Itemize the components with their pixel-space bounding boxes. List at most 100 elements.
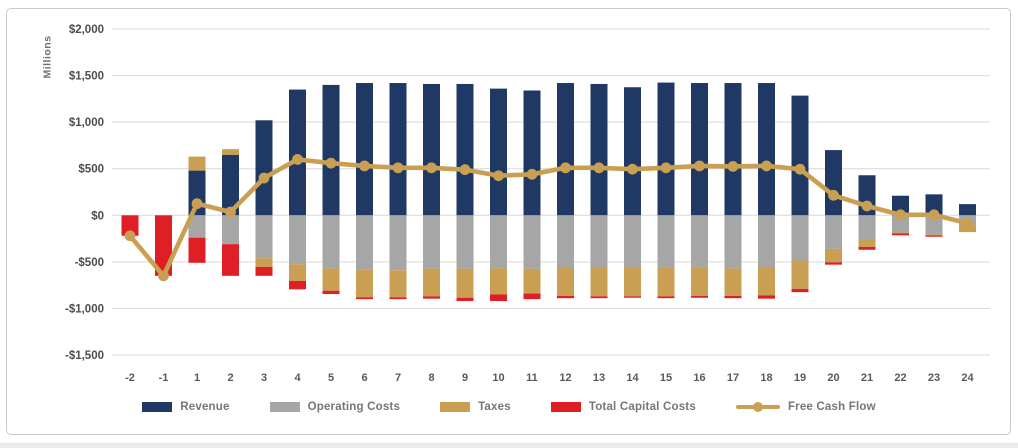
x-tick-label: 7: [395, 372, 401, 384]
bar-segment-revenue: [590, 83, 608, 216]
x-tick-label: 13: [593, 372, 605, 384]
bar-segment-operating-costs: [724, 215, 742, 269]
x-tick-label: 23: [928, 372, 940, 384]
bar-segment-operating-costs: [858, 215, 876, 240]
legend-line-dot: [752, 402, 763, 412]
y-tick-label: $1,000: [69, 117, 104, 129]
bar-segment-revenue: [490, 88, 507, 216]
bar-segment-revenue: [959, 204, 976, 216]
bar-segment-total-capital-costs: [456, 297, 474, 301]
bar-segment-taxes: [825, 248, 842, 263]
bar-segment-total-capital-costs: [155, 215, 172, 276]
bar-segment-taxes: [791, 260, 809, 289]
bar-segment-total-capital-costs: [724, 295, 742, 299]
x-tick-label: 21: [861, 372, 873, 384]
marker-free-cash-flow: [761, 160, 772, 172]
bar-segment-operating-costs: [322, 215, 340, 269]
marker-free-cash-flow: [694, 160, 705, 172]
marker-free-cash-flow: [928, 209, 940, 221]
bar-segment-revenue: [791, 95, 809, 216]
marker-free-cash-flow: [124, 230, 136, 242]
bar-segment-revenue: [925, 194, 943, 216]
marker-free-cash-flow: [325, 157, 337, 169]
bar-segment-total-capital-costs: [825, 262, 842, 265]
x-tick-label: 16: [693, 372, 705, 384]
bar-segment-operating-costs: [892, 215, 909, 233]
page-bottom-band: [0, 442, 1018, 448]
bar-segment-revenue: [222, 154, 239, 216]
y-tick-label: -$1,000: [65, 303, 104, 315]
marker-free-cash-flow: [660, 162, 672, 174]
bar-segment-revenue: [255, 120, 273, 216]
bar-segment-operating-costs: [423, 215, 440, 269]
bar-segment-revenue: [624, 87, 641, 216]
marker-free-cash-flow: [828, 189, 839, 201]
bar-segment-operating-costs: [188, 215, 206, 238]
bar-segment-operating-costs: [389, 215, 407, 271]
bar-segment-taxes: [657, 267, 675, 297]
bar-segment-taxes: [590, 267, 608, 297]
marker-free-cash-flow: [794, 163, 806, 175]
bar-segment-taxes: [356, 269, 373, 298]
bar-segment-taxes: [389, 270, 407, 298]
chart-border-frame: [6, 8, 1011, 435]
bar-segment-total-capital-costs: [356, 297, 373, 300]
bar-segment-total-capital-costs: [423, 296, 440, 299]
line-free-cash-flow: [127, 157, 970, 279]
bar-segment-revenue: [423, 83, 440, 216]
bar-segment-operating-costs: [356, 215, 373, 270]
legend-item-operating-costs: Operating Costs: [269, 401, 400, 413]
marker-free-cash-flow: [493, 170, 504, 182]
bar-segment-operating-costs: [624, 215, 641, 268]
bar-segment-total-capital-costs: [758, 295, 775, 299]
bar-segment-taxes: [322, 268, 340, 291]
bar-segment-taxes: [490, 268, 507, 295]
bar-segment-operating-costs: [523, 215, 541, 269]
x-tick-label: 22: [894, 372, 906, 384]
bar-segment-operating-costs: [657, 215, 675, 268]
x-tick-label: 10: [492, 372, 504, 384]
bar-segment-revenue: [389, 83, 407, 216]
marker-free-cash-flow: [593, 162, 605, 174]
bar-segment-taxes: [758, 267, 775, 296]
bar-segment-revenue: [724, 83, 742, 216]
marker-free-cash-flow: [962, 217, 973, 229]
bar-segment-revenue: [758, 83, 775, 216]
bar-segment-total-capital-costs: [925, 235, 943, 237]
marker-free-cash-flow: [225, 206, 236, 218]
bar-segment-operating-costs: [289, 215, 306, 265]
bar-segment-total-capital-costs: [557, 295, 574, 299]
bar-segment-operating-costs: [255, 215, 273, 259]
bar-segment-operating-costs: [825, 215, 842, 249]
bar-segment-taxes: [456, 268, 474, 298]
marker-free-cash-flow: [627, 163, 638, 175]
bar-segment-total-capital-costs: [490, 294, 507, 301]
bar-segment-total-capital-costs: [188, 237, 206, 263]
bar-segment-taxes: [724, 268, 742, 296]
bar-segment-taxes: [289, 264, 306, 281]
bar-segment-taxes: [523, 268, 541, 294]
bar-segment-revenue: [356, 83, 373, 216]
y-tick-label: $2,000: [69, 24, 104, 36]
bar-segment-operating-costs: [557, 215, 574, 268]
bar-segment-taxes: [557, 267, 574, 296]
marker-free-cash-flow: [258, 172, 270, 184]
marker-free-cash-flow: [359, 160, 370, 172]
legend-item-taxes: Taxes: [440, 401, 511, 413]
bar-segment-total-capital-costs: [624, 296, 641, 298]
y-tick-label: -$1,500: [65, 350, 104, 362]
bar-segment-total-capital-costs: [121, 215, 139, 236]
x-tick-label: 3: [261, 372, 267, 384]
bar-segment-total-capital-costs: [222, 244, 239, 276]
x-tick-label: 2: [227, 372, 233, 384]
bar-segment-revenue: [456, 83, 474, 216]
bar-segment-operating-costs: [490, 215, 507, 269]
bar-segment-taxes: [255, 258, 273, 267]
bar-segment-revenue: [657, 82, 675, 216]
bar-segment-total-capital-costs: [389, 297, 407, 300]
x-tick-label: 20: [827, 372, 839, 384]
marker-free-cash-flow: [292, 154, 303, 165]
bar-segment-revenue: [825, 150, 842, 216]
x-tick-label: 17: [727, 372, 739, 384]
